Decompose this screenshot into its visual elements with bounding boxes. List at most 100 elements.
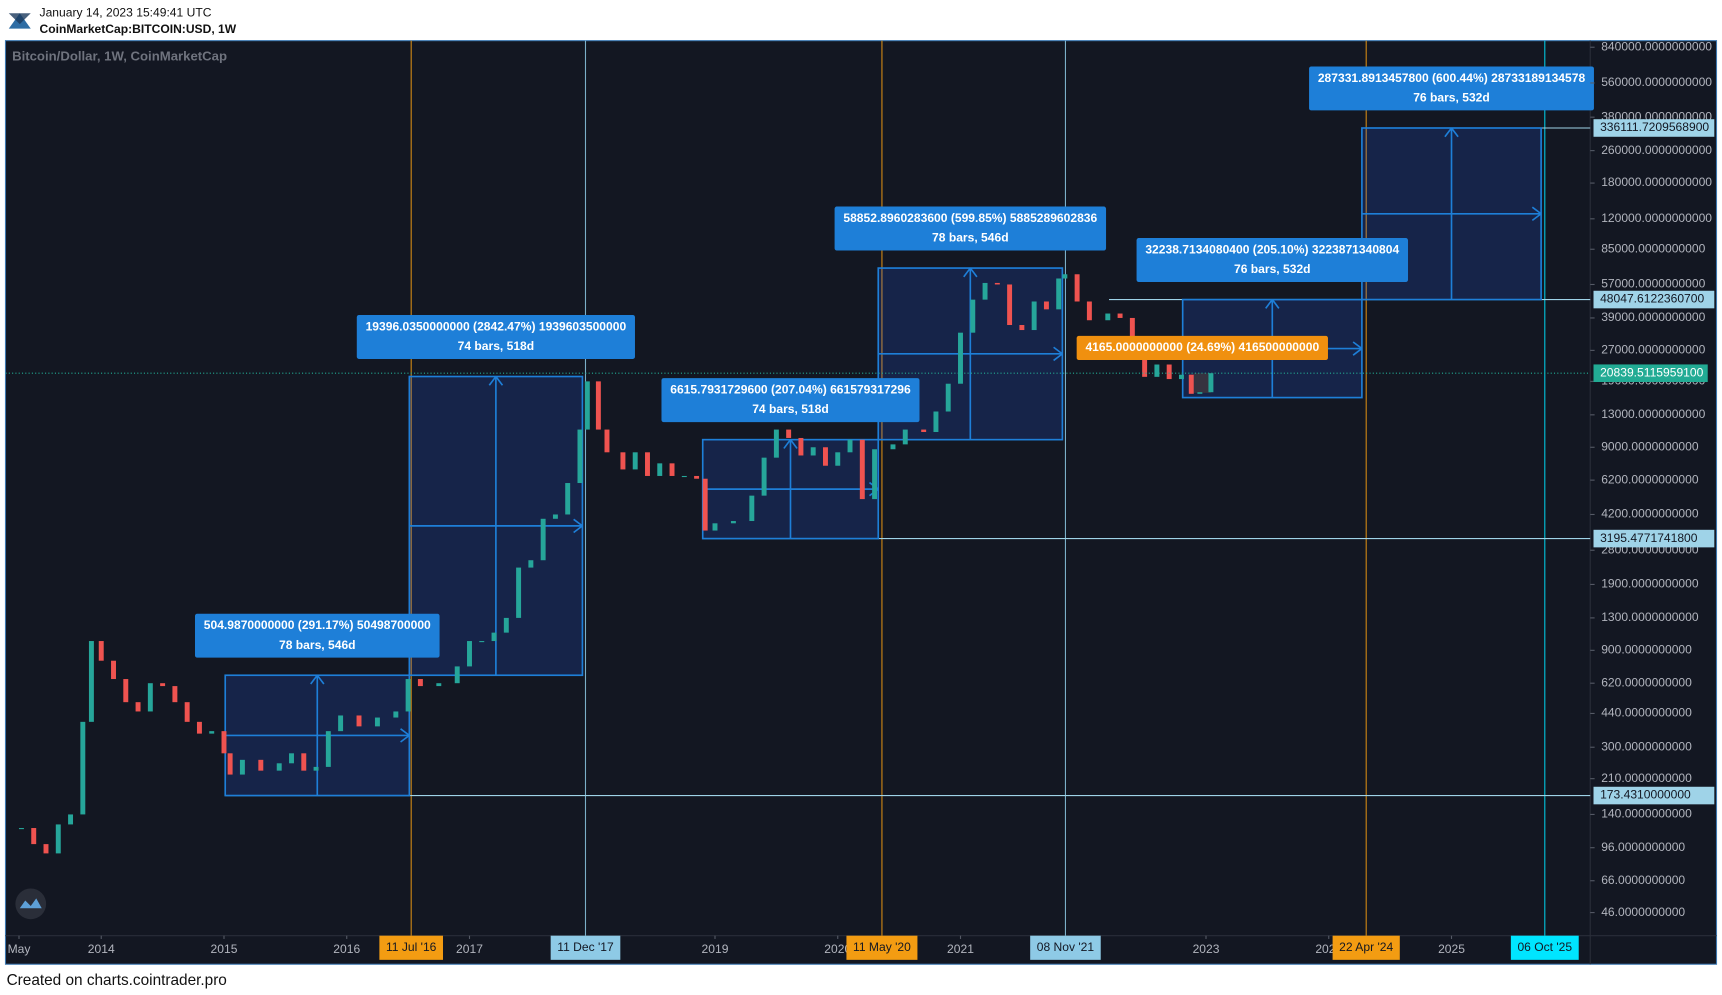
price-line-label: 336111.7209568900: [1600, 120, 1709, 134]
x-tick-label: 2021: [947, 942, 974, 956]
measure-label-bg: [661, 378, 920, 423]
y-tick-label: 560000.0000000000: [1601, 75, 1712, 89]
candle: [1086, 301, 1092, 321]
watermark-circle: [15, 888, 47, 920]
last-price-label: 20839.5115959100: [1600, 365, 1704, 379]
measure-arrow: [573, 518, 583, 527]
measure-arrow: [488, 376, 497, 386]
date-marker-label: 11 Dec '17: [557, 940, 614, 954]
chart-layer: 504.9870000000 (291.17%) 50498700000 78 b…: [5, 39, 1715, 960]
candle: [1188, 374, 1194, 394]
date-marker-badge-bg: [846, 935, 918, 960]
candle: [289, 753, 294, 764]
candle: [80, 721, 86, 815]
candle: [147, 683, 153, 712]
candle: [68, 814, 74, 825]
date-marker-badge: 11 May '20: [846, 935, 918, 960]
measure-label-bg: [356, 315, 635, 359]
candle: [902, 429, 908, 445]
measure-arrow: [1352, 341, 1363, 350]
last-price-label-bg: [1593, 364, 1708, 383]
y-tick-label: 1900.0000000000: [1601, 577, 1699, 591]
candle: [1105, 313, 1111, 321]
y-tick-label: 1300.0000000000: [1601, 610, 1699, 624]
candle: [467, 641, 472, 667]
date-marker-badge-bg: [1030, 935, 1101, 960]
candle: [1197, 392, 1203, 394]
candle: [798, 437, 804, 456]
candle: [1043, 301, 1049, 310]
candle: [436, 683, 442, 687]
date-marker-badge-bg: [550, 935, 621, 960]
header-timestamp: January 14, 2023 15:49:41 UTC: [40, 5, 212, 19]
measure-label-text: 74 bars, 518d: [458, 339, 535, 353]
price-line-label: 48047.6122360700: [1600, 292, 1704, 306]
candle: [184, 702, 190, 722]
y-tick-label: 13000.0000000000: [1601, 407, 1705, 421]
candle: [872, 449, 878, 500]
candle: [657, 463, 663, 476]
measure-label-text: 504.9870000000 (291.17%) 50498700000: [204, 618, 431, 632]
measure-arrow: [400, 734, 410, 743]
date-marker-label: 11 May '20: [853, 940, 911, 954]
candle: [1019, 325, 1025, 331]
candle: [516, 567, 522, 618]
candle: [160, 683, 166, 687]
measure-arrow: [316, 674, 325, 685]
measure-arrow: [310, 674, 318, 685]
measure-label-text: 76 bars, 532d: [1234, 262, 1311, 276]
candle: [55, 824, 61, 854]
x-tick-label: 2025: [1438, 942, 1465, 956]
candle: [681, 475, 687, 478]
date-marker-badge: 11 Jul '16: [379, 935, 443, 960]
measure-arrow: [573, 525, 583, 534]
candle: [503, 617, 509, 633]
candle: [847, 439, 853, 453]
x-tick-label: 2014: [88, 942, 115, 956]
candle: [43, 844, 49, 854]
x-tick-label: 2019: [702, 942, 729, 956]
measure-arrow: [1352, 347, 1363, 356]
candle: [702, 478, 708, 531]
measure-arrow: [783, 439, 792, 449]
date-marker-label: 08 Nov '21: [1037, 940, 1095, 954]
candle: [1056, 278, 1062, 310]
measure-label-text: 287331.8913457800 (600.44%) 287331891345…: [1318, 71, 1586, 85]
date-marker-label: 22 Apr '24: [1339, 940, 1393, 954]
y-tick-label: 85000.0000000000: [1601, 241, 1705, 255]
candle: [749, 495, 755, 522]
candle: [1166, 364, 1172, 380]
measure-label-bg: [194, 613, 440, 658]
candle: [595, 381, 601, 430]
y-tick-label: 300.0000000000: [1601, 739, 1692, 753]
candle: [694, 475, 700, 479]
candle: [479, 641, 485, 643]
candle: [276, 763, 282, 771]
candle: [945, 383, 951, 412]
chart-panel: [4, 40, 1718, 965]
measure-label-bg: [1076, 335, 1328, 361]
candle: [196, 721, 202, 734]
candle: [18, 828, 24, 830]
measure-label: 287331.8913457800 (600.44%) 287331891345…: [1309, 66, 1594, 111]
measure-label-bg: [834, 206, 1107, 251]
measure-label: 6615.7931729600 (207.04%) 661579317296 74…: [661, 378, 920, 423]
measure-arrow: [1053, 346, 1063, 355]
candle: [1208, 373, 1214, 393]
candle: [338, 715, 344, 732]
y-tick-label: 840000.0000000000: [1601, 39, 1712, 53]
candle: [301, 753, 307, 771]
candle: [823, 447, 828, 466]
candle: [454, 666, 460, 684]
candle: [712, 523, 718, 531]
y-tick-label: 6200.0000000000: [1601, 472, 1699, 486]
price-line-label: 173.4310000000: [1600, 788, 1691, 802]
candle: [239, 759, 245, 775]
candle: [577, 429, 583, 484]
date-marker-badge-bg: [1510, 935, 1579, 960]
candle: [1117, 313, 1123, 318]
candle: [491, 632, 497, 642]
y-tick-label: 66.0000000000: [1601, 873, 1685, 887]
candle: [1031, 301, 1037, 331]
